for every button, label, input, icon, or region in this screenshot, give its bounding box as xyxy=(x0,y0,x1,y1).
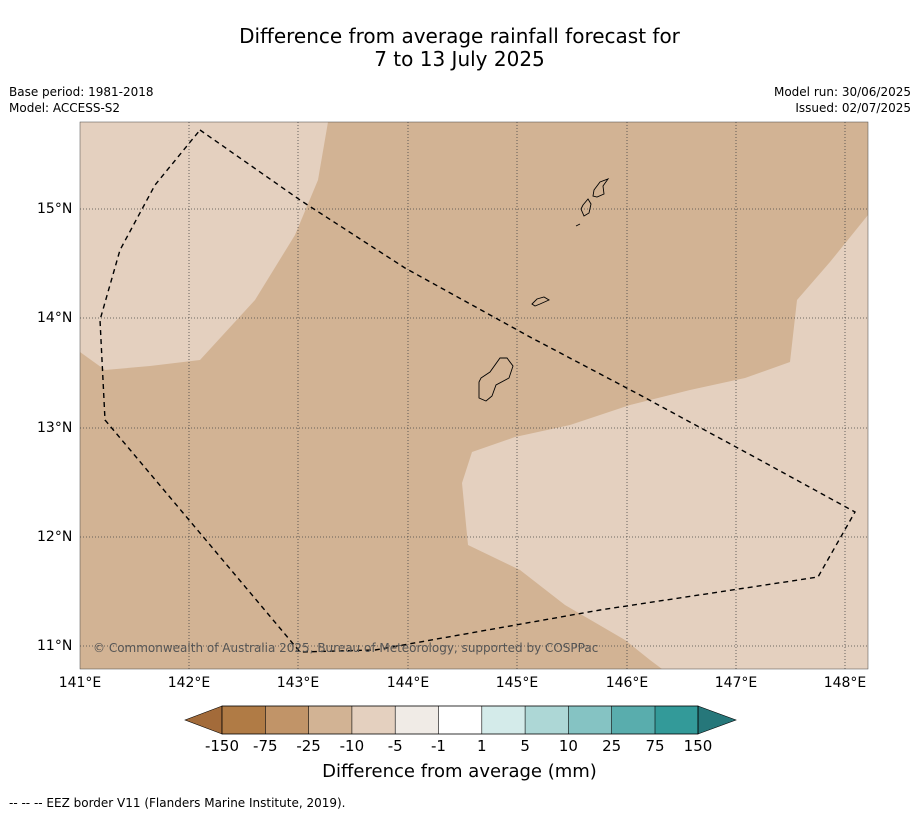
colorbar-tick-label: -1 xyxy=(431,737,446,755)
colorbar-frame xyxy=(221,705,699,735)
lat-label: 11°N xyxy=(37,638,73,654)
colorbar-extend-high xyxy=(697,705,737,735)
colorbar-extend-low xyxy=(184,705,223,735)
colorbar-tick-label: 10 xyxy=(558,737,578,755)
colorbar-bin xyxy=(265,706,309,734)
colorbar-bin xyxy=(525,706,569,734)
colorbar-title: Difference from average (mm) xyxy=(322,761,597,782)
lon-label: 146°E xyxy=(605,675,649,691)
graticule xyxy=(80,122,868,669)
islands xyxy=(478,178,610,402)
guam-island xyxy=(478,357,514,402)
lat-label: 14°N xyxy=(37,310,73,326)
metadata-left: Base period: 1981-2018 Model: ACCESS-S2 xyxy=(9,84,154,116)
colorbar-bin xyxy=(308,706,352,734)
lat-label: 13°N xyxy=(37,420,73,436)
model-text: Model: ACCESS-S2 xyxy=(9,101,121,115)
lon-label: 142°E xyxy=(167,675,211,691)
rota-island xyxy=(531,296,550,307)
colorbar-bin xyxy=(351,706,396,734)
colorbar-bin xyxy=(655,706,698,734)
colorbar-tick-label: 5 xyxy=(520,737,530,755)
eez-border-line xyxy=(99,129,856,653)
colorbar-tick-label: -5 xyxy=(387,737,403,755)
copyright-notice: © Commonwealth of Australia 2025, Bureau… xyxy=(93,641,599,655)
colorbar-bin xyxy=(568,706,612,734)
saipan-island xyxy=(592,178,610,198)
colorbar-tick-label: 25 xyxy=(602,737,622,755)
eez-footnote: -- -- -- EEZ border V11 (Flanders Marine… xyxy=(9,796,346,810)
colorbar-tick-label: 1 xyxy=(477,737,487,755)
map-title-line2: 7 to 13 July 2025 xyxy=(374,47,545,71)
colorbar-tick-label: -25 xyxy=(296,737,321,755)
colorbar-tick-label: -75 xyxy=(253,737,278,755)
lat-label: 15°N xyxy=(37,201,73,217)
lon-label: 147°E xyxy=(714,675,758,691)
aguijan-island xyxy=(575,223,581,227)
tinian-island xyxy=(580,198,592,217)
colorbar-tick-label: -150 xyxy=(204,737,240,755)
map-frame xyxy=(79,121,869,670)
rainfall-band-minus10-to-minus5-southeast xyxy=(462,215,868,669)
lon-label: 143°E xyxy=(276,675,320,691)
colorbar-tick-label: 150 xyxy=(683,737,713,755)
colorbar-bin xyxy=(481,706,526,734)
colorbar-dividers xyxy=(264,706,656,734)
lat-label: 12°N xyxy=(37,529,73,545)
colorbar-bin xyxy=(611,706,655,734)
base-period-text: Base period: 1981-2018 xyxy=(9,85,154,99)
colorbar xyxy=(184,705,737,735)
colorbar-bin xyxy=(222,706,266,734)
colorbar-bin xyxy=(438,706,482,734)
colorbar-tick-label: 75 xyxy=(645,737,665,755)
map-title-line1: Difference from average rainfall forecas… xyxy=(239,24,680,48)
colorbar-bin xyxy=(395,706,439,734)
colorbar-tick-label: -10 xyxy=(339,737,365,755)
lon-label: 141°E xyxy=(58,675,102,691)
rainfall-band-minus10-to-minus5-northwest xyxy=(80,122,328,370)
lon-label: 148°E xyxy=(823,675,867,691)
lon-label: 144°E xyxy=(386,675,430,691)
metadata-right: Model run: 30/06/2025 Issued: 02/07/2025 xyxy=(774,84,911,116)
issued-text: Issued: 02/07/2025 xyxy=(795,101,911,115)
model-run-text: Model run: 30/06/2025 xyxy=(773,85,911,99)
lon-label: 145°E xyxy=(495,675,539,691)
